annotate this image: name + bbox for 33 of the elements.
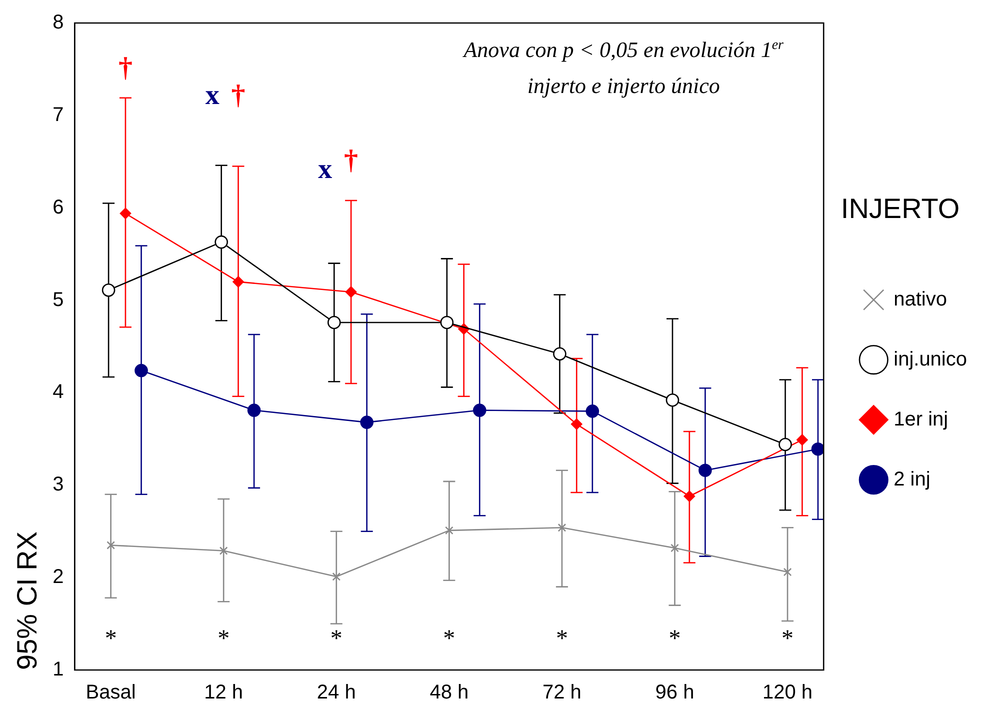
y-tick-label: 7	[52, 104, 64, 126]
legend-label: 2 inj	[894, 468, 930, 490]
annotation: †	[231, 80, 246, 112]
legend-label: 1er inj	[894, 408, 948, 430]
x-tick-label: 48 h	[430, 682, 469, 704]
legend-label: nativo	[894, 288, 947, 310]
x-tick-label: 120 h	[762, 682, 813, 704]
annotation: *	[104, 626, 117, 652]
annotation: *	[218, 626, 230, 652]
y-tick-label: 4	[52, 381, 64, 404]
x-tick-label: 96 h	[655, 682, 694, 704]
legend-label: inj.unico	[894, 348, 968, 370]
x-tick-label: Basal	[86, 682, 136, 704]
annotation: †	[344, 144, 358, 176]
x-tick-label: 24 h	[316, 682, 356, 704]
y-tick-label: 1	[52, 658, 64, 681]
annotation: *	[330, 626, 342, 652]
y-tick-label: 8	[52, 12, 64, 34]
annotation: *	[782, 626, 794, 652]
legend-title: INJERTO	[840, 192, 960, 224]
annotation: *	[668, 626, 681, 652]
y-tick-label: 5	[52, 288, 64, 311]
y-tick-label: 2	[52, 566, 64, 588]
x-tick-label: 72 h	[542, 682, 582, 704]
y-tick-label: 3	[52, 474, 64, 496]
annotation: *	[443, 626, 456, 652]
annotation: †	[118, 52, 132, 84]
annotation: x	[205, 80, 220, 112]
x-tick-label: 12 h	[204, 682, 244, 704]
annotation: x	[318, 154, 332, 186]
annotation: *	[556, 626, 568, 652]
y-axis-title: 95% CI RX	[12, 531, 43, 670]
y-tick-label: 6	[52, 196, 64, 218]
